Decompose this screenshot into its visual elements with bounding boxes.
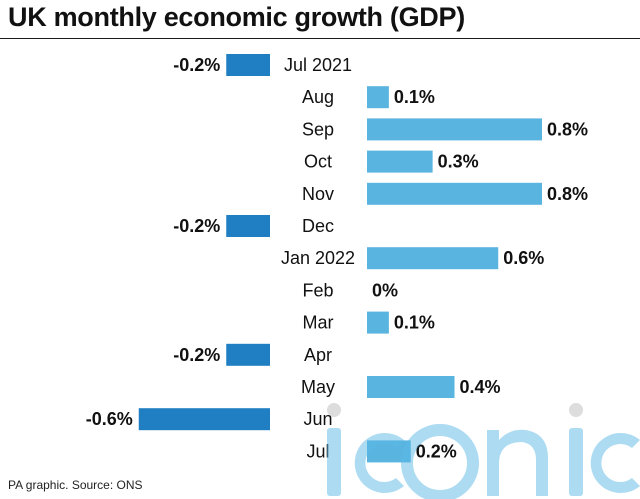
- category-label: May: [301, 377, 335, 397]
- value-label: 0.8%: [547, 119, 588, 139]
- value-label: -0.6%: [86, 409, 133, 429]
- bar: [138, 408, 270, 431]
- bar: [226, 343, 270, 366]
- category-label: Jul: [306, 441, 329, 461]
- bar: [367, 311, 389, 334]
- value-label: 0.1%: [394, 313, 435, 333]
- value-label: 0.3%: [438, 152, 479, 172]
- category-label: Jun: [303, 409, 332, 429]
- bar: [367, 440, 411, 463]
- value-label: 0.4%: [460, 377, 501, 397]
- value-label: 0.6%: [503, 248, 544, 268]
- category-label: Jul 2021: [284, 55, 352, 75]
- bar: [367, 247, 499, 270]
- value-label: -0.2%: [173, 216, 220, 236]
- value-label: 0%: [372, 280, 398, 300]
- category-label: Apr: [304, 345, 332, 365]
- category-label: Mar: [303, 313, 334, 333]
- category-label: Aug: [302, 87, 334, 107]
- chart-title: UK monthly economic growth (GDP): [8, 2, 465, 32]
- category-label: Feb: [302, 280, 333, 300]
- value-label: -0.2%: [173, 55, 220, 75]
- bar: [226, 215, 270, 237]
- value-label: 0.8%: [547, 184, 588, 204]
- bar: [367, 86, 389, 109]
- bar: [367, 376, 455, 398]
- category-label: Nov: [302, 184, 334, 204]
- bar-chart: Jul 2021 -0.2% Aug 0.1% Sep 0.8% Oct 0.3% Nov 0.8…: [86, 54, 588, 463]
- value-label: 0.1%: [394, 87, 435, 107]
- bar: [226, 54, 270, 76]
- value-label: 0.2%: [416, 441, 457, 461]
- bar: [367, 150, 433, 173]
- title-rule: [0, 38, 640, 39]
- value-label: -0.2%: [173, 345, 220, 365]
- source-note: PA graphic. Source: ONS: [8, 478, 143, 492]
- category-label: Oct: [304, 152, 332, 172]
- bar: [367, 118, 542, 141]
- category-label: Sep: [302, 119, 334, 139]
- category-label: Jan 2022: [281, 248, 355, 268]
- bar: [367, 182, 542, 205]
- category-label: Dec: [302, 216, 334, 236]
